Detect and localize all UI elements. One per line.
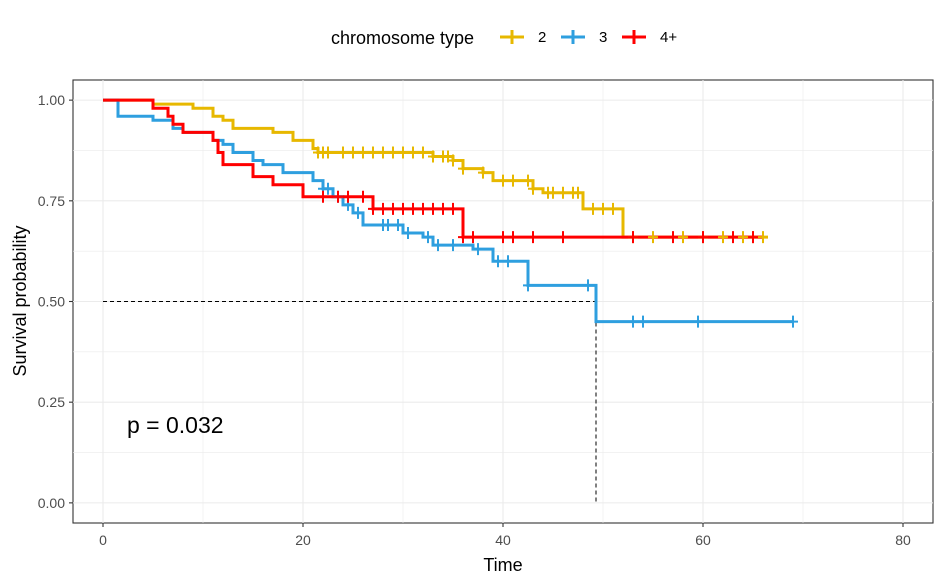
censor-mark-4+ [728,231,738,244]
censor-mark-3 [628,315,638,328]
y-axis-title: Survival probability [10,225,30,376]
censor-mark-4+ [508,231,518,244]
censor-mark-4+ [418,202,428,215]
legend: chromosome type 2 3 4+ [331,28,677,48]
censor-mark-2 [418,146,428,159]
censor-mark-4+ [318,190,328,203]
censor-mark-2 [338,146,348,159]
x-tick-label: 40 [495,532,511,548]
censor-mark-4+ [558,231,568,244]
censor-mark-3 [323,182,333,195]
censor-mark-4+ [333,190,343,203]
legend-key-4+ [622,30,646,44]
censor-mark-3 [523,279,533,292]
censor-mark-3 [448,239,458,252]
legend-label-3: 3 [599,29,607,46]
censor-mark-2 [598,202,608,215]
censor-mark-2 [498,174,508,187]
y-tick-label: 1.00 [38,92,65,108]
censor-mark-4+ [408,202,418,215]
censor-mark-3 [503,255,513,268]
censor-mark-4+ [528,231,538,244]
censor-mark-4+ [628,231,638,244]
censor-mark-4+ [458,231,468,244]
censor-mark-4+ [358,190,368,203]
censor-mark-4+ [748,231,758,244]
censor-mark-3 [583,279,593,292]
censor-mark-4+ [498,231,508,244]
censor-mark-3 [383,218,393,231]
censor-mark-3 [423,231,433,244]
censor-mark-2 [428,150,438,163]
censor-mark-2 [348,146,358,159]
censor-mark-4+ [388,202,398,215]
censor-mark-3 [403,227,413,240]
censor-mark-4+ [438,202,448,215]
x-axis-title: Time [483,555,522,575]
y-tick-label: 0.75 [38,193,65,209]
censor-mark-2 [478,166,488,179]
censor-mark-2 [378,146,388,159]
censor-mark-3 [788,315,798,328]
censor-mark-4+ [398,202,408,215]
censor-mark-2 [718,231,728,244]
censor-mark-2 [648,231,658,244]
censor-mark-2 [523,174,533,187]
censor-mark-2 [358,146,368,159]
censor-mark-2 [448,154,458,167]
censor-mark-2 [323,146,333,159]
censor-mark-3 [693,315,703,328]
y-tick-label: 0.00 [38,495,65,511]
censor-mark-2 [458,162,468,175]
censor-mark-2 [573,186,583,199]
censor-mark-2 [678,231,688,244]
legend-label-4+: 4+ [660,29,677,46]
x-tick-label: 20 [295,532,311,548]
censor-mark-3 [393,218,403,231]
legend-title: chromosome type [331,28,474,48]
x-tick-label: 0 [99,532,107,548]
censor-mark-2 [388,146,398,159]
censor-mark-2 [508,174,518,187]
censor-mark-4+ [668,231,678,244]
censor-mark-4+ [468,231,478,244]
censor-mark-2 [608,202,618,215]
censor-mark-2 [548,186,558,199]
legend-key-3 [561,30,585,44]
censor-mark-3 [353,206,363,219]
legend-key-2 [500,30,524,44]
p-value-annotation: p = 0.032 [127,412,224,438]
censor-mark-3 [433,239,443,252]
censor-mark-4+ [428,202,438,215]
censor-mark-4+ [368,202,378,215]
y-tick-label: 0.25 [38,394,65,410]
censor-mark-2 [558,186,568,199]
legend-label-2: 2 [538,29,546,46]
y-tick-label: 0.50 [38,294,65,310]
censor-mark-4+ [698,231,708,244]
censor-mark-2 [368,146,378,159]
censor-mark-4+ [378,202,388,215]
censor-mark-3 [493,255,503,268]
censor-mark-4+ [448,202,458,215]
censor-mark-2 [528,182,538,195]
x-tick-label: 80 [895,532,911,548]
censor-mark-4+ [343,190,353,203]
censor-mark-3 [638,315,648,328]
censor-mark-2 [588,202,598,215]
censor-mark-2 [408,146,418,159]
censor-mark-2 [738,231,748,244]
censor-mark-2 [398,146,408,159]
censor-mark-3 [473,243,483,256]
censor-mark-2 [758,231,768,244]
x-tick-label: 60 [695,532,711,548]
